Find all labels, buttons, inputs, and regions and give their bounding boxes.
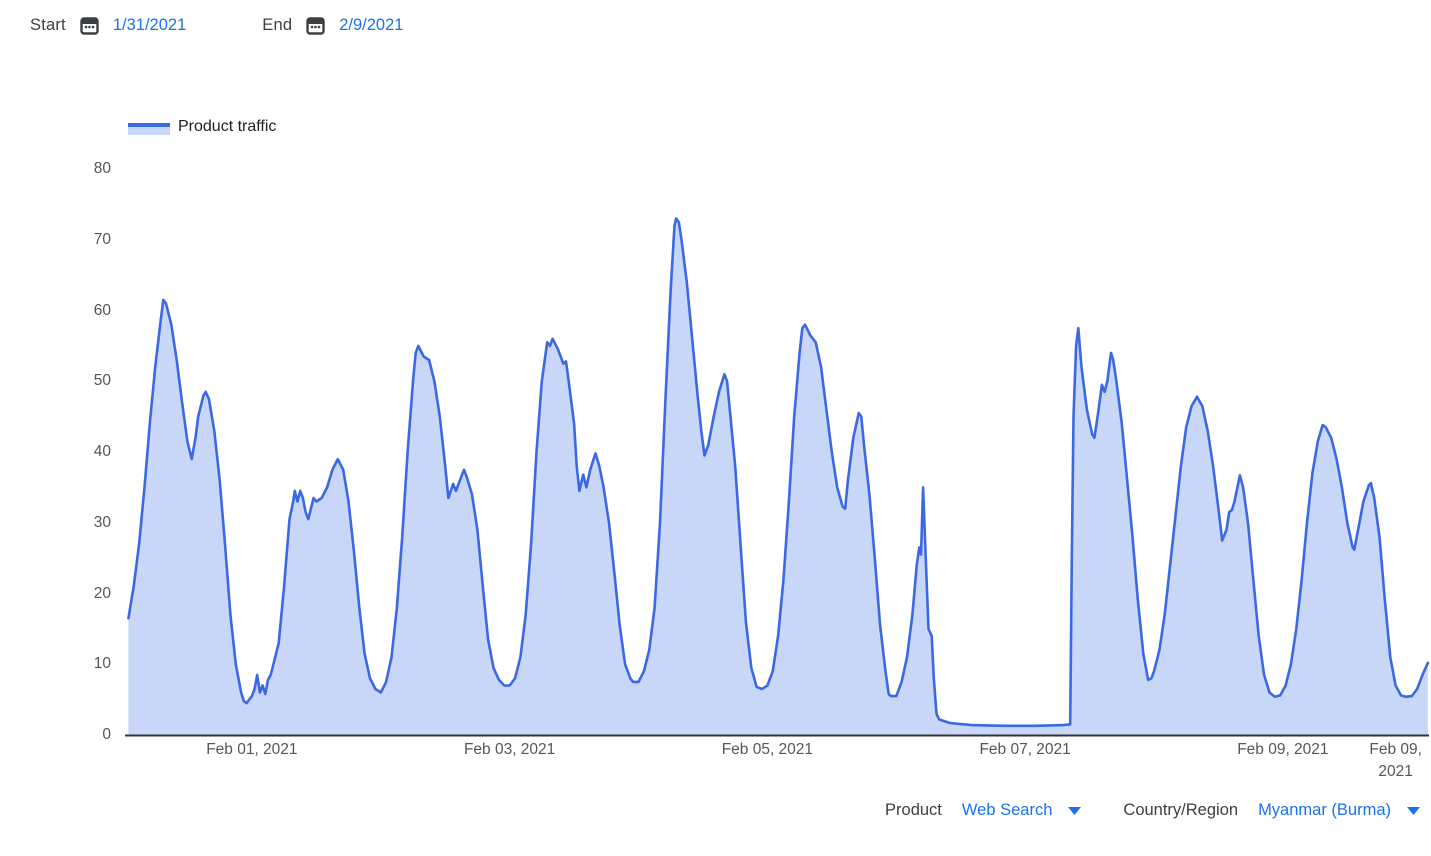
product-select-value: Web Search xyxy=(961,801,1053,819)
x-tick-label: Feb 07, 2021 xyxy=(979,741,1071,758)
legend-label: Product traffic xyxy=(178,118,277,135)
y-tick-label: 20 xyxy=(93,584,111,602)
x-tick-label: Feb 09, 2021 xyxy=(1237,741,1329,758)
legend-swatch-area-icon xyxy=(128,120,170,135)
end-label: End xyxy=(262,16,293,34)
calendar-icon[interactable] xyxy=(80,16,99,35)
calendar-icon[interactable] xyxy=(306,16,325,35)
x-tick-label: Feb 01, 2021 xyxy=(206,741,298,758)
x-tick-label: Feb 09, 2021 xyxy=(1369,741,1422,780)
product-select[interactable]: Web Search xyxy=(962,801,1082,820)
chevron-down-icon xyxy=(1407,806,1420,815)
end-date-link[interactable]: 2/9/2021 xyxy=(339,16,404,34)
chart-controls: Product Web Search Country/Region Myanma… xyxy=(885,801,1420,820)
x-tick-label: Feb 03, 2021 xyxy=(463,741,556,758)
region-label: Country/Region xyxy=(1123,801,1239,819)
start-date-link[interactable]: 1/31/2021 xyxy=(112,16,187,34)
y-tick-label: 70 xyxy=(93,230,111,248)
date-range-bar: Start 1/31/2021 End 2/9/2021 xyxy=(30,16,403,35)
region-select[interactable]: Myanmar (Burma) xyxy=(1258,801,1420,820)
y-tick-label: 60 xyxy=(93,301,111,319)
y-tick-label: 10 xyxy=(93,655,111,673)
x-tick-label: Feb 05, 2021 xyxy=(721,741,814,758)
y-tick-label: 0 xyxy=(102,726,111,743)
legend: Product traffic xyxy=(128,118,276,136)
region-select-value: Myanmar (Burma) xyxy=(1258,801,1391,819)
y-tick-label: 30 xyxy=(93,513,111,531)
y-tick-label: 80 xyxy=(93,160,111,177)
chevron-down-icon xyxy=(1068,806,1082,815)
traffic-area-fill xyxy=(128,218,1428,735)
start-label: Start xyxy=(30,16,66,34)
traffic-line xyxy=(127,217,1430,728)
y-tick-label: 40 xyxy=(93,443,111,460)
product-label: Product xyxy=(885,801,942,819)
y-tick-label: 50 xyxy=(93,372,111,390)
